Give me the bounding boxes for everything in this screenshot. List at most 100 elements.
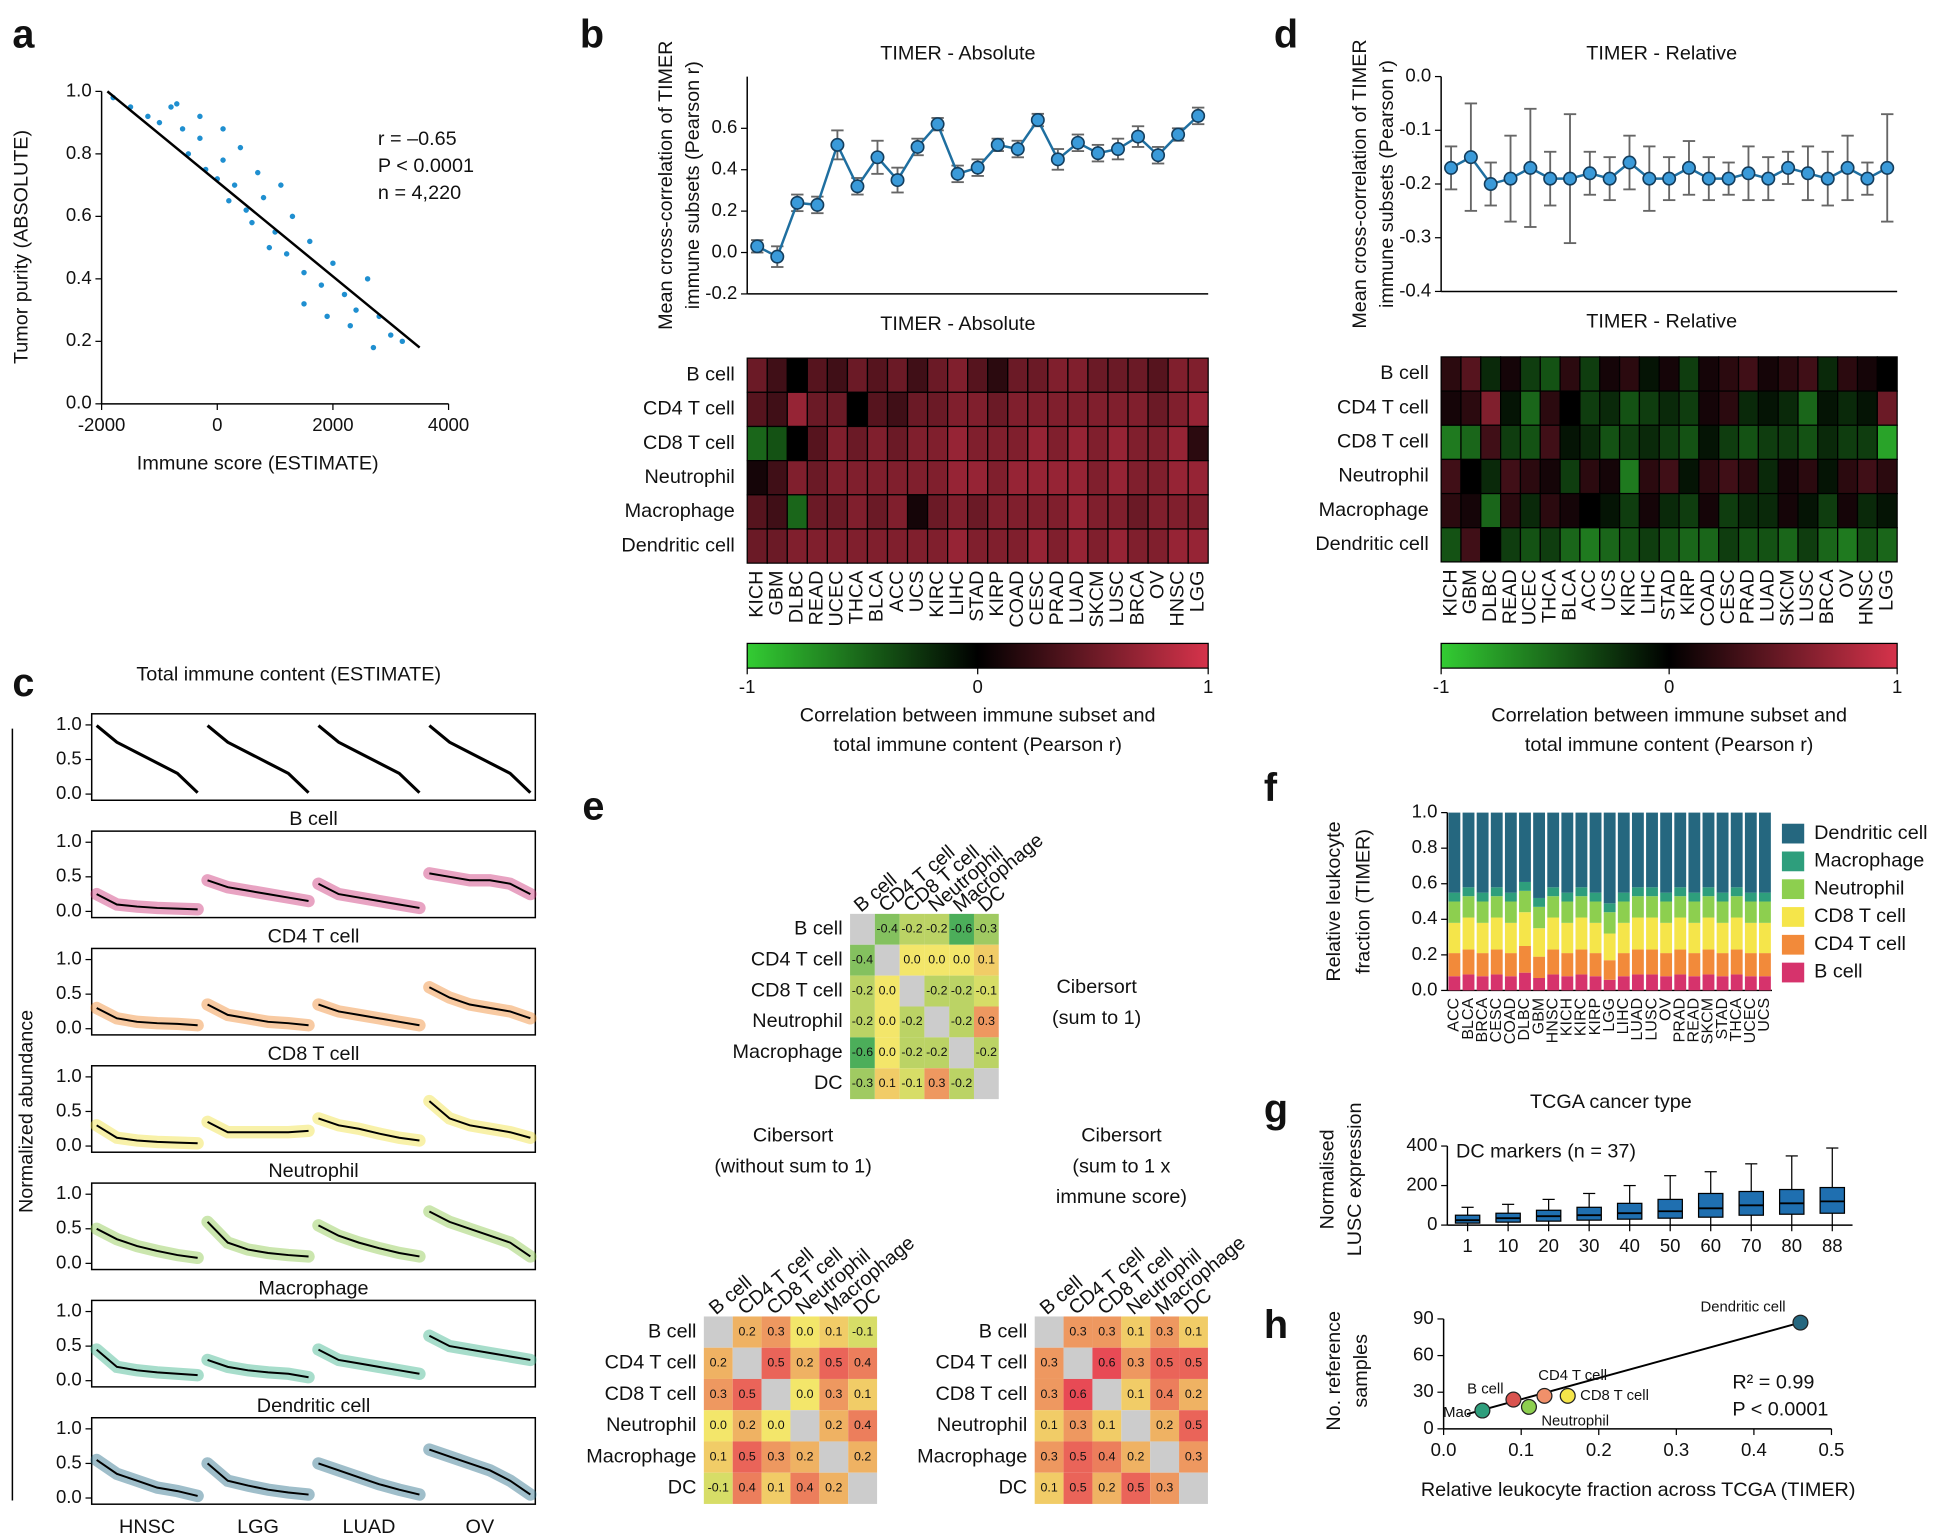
- matrix-title: Cibersort: [753, 1124, 834, 1146]
- point: [341, 291, 348, 298]
- cell: [1837, 390, 1859, 426]
- bar-segment: [1589, 922, 1602, 954]
- cell: [1757, 356, 1779, 392]
- cell: [1087, 460, 1109, 496]
- bar-segment: [1617, 901, 1630, 923]
- cell: [826, 494, 849, 530]
- cell: [949, 1006, 974, 1038]
- cell: [850, 1068, 875, 1100]
- cell-label: -0.1: [852, 1324, 873, 1338]
- row-label: CD8 T cell: [751, 979, 843, 1001]
- cell: [1618, 390, 1641, 426]
- y-tick-label: 0.2: [66, 329, 92, 350]
- marker: [890, 173, 905, 188]
- cell: [866, 391, 889, 428]
- cell: [1460, 424, 1482, 461]
- marker: [930, 117, 945, 132]
- cell-label: -0.2: [852, 983, 873, 997]
- y-tick-label: -0.3: [1399, 226, 1431, 247]
- trend-line: [207, 1120, 309, 1134]
- colorbar-tick-label: -1: [739, 676, 756, 697]
- cell: [766, 528, 788, 564]
- cell: [806, 494, 829, 530]
- trend-line: [428, 724, 532, 794]
- cell: [1856, 527, 1878, 563]
- box: [1616, 1202, 1643, 1220]
- cell-label: 0.3: [978, 1014, 995, 1028]
- cell-label: 0.0: [767, 1418, 784, 1432]
- cell: [1034, 1472, 1064, 1504]
- box: [1738, 1190, 1765, 1216]
- bar-segment: [1533, 956, 1546, 978]
- point: [1505, 1391, 1522, 1408]
- cell: [1150, 1378, 1180, 1411]
- y-tick-label: 0.6: [711, 116, 737, 137]
- x-tick-label: PRAD: [1670, 998, 1688, 1043]
- cell: [761, 1316, 791, 1348]
- cell: [826, 460, 849, 496]
- cell: [973, 1037, 999, 1069]
- cell: [1067, 528, 1089, 564]
- cell: [967, 357, 989, 393]
- bar-segment: [1730, 896, 1743, 918]
- y-tick-label: 0.6: [1412, 872, 1438, 893]
- cell: [1579, 424, 1601, 461]
- cell: [1737, 356, 1759, 392]
- bar-segment: [1476, 922, 1489, 954]
- point: [278, 182, 284, 188]
- matrix-title: (sum to 1 x: [1072, 1155, 1170, 1177]
- colorbar-tick-label: 1: [1892, 676, 1902, 697]
- bar-segment: [1674, 887, 1687, 897]
- bar-segment: [1617, 892, 1630, 902]
- point: [318, 282, 325, 288]
- trend-line: [318, 1462, 420, 1496]
- row-label: CD4 T cell: [605, 1352, 697, 1374]
- marker: [1070, 135, 1085, 150]
- trend-line: [317, 724, 421, 794]
- bar-segment: [1716, 901, 1729, 923]
- cell: [926, 357, 949, 393]
- column-label: BLCA: [866, 570, 888, 622]
- cell: [1027, 425, 1049, 462]
- cell: [926, 425, 949, 462]
- trend-line: [318, 1224, 420, 1258]
- column-label: HNSC: [1856, 569, 1878, 625]
- cell: [766, 357, 788, 393]
- row-label: CD8 T cell: [643, 432, 735, 454]
- cell-label: 0.0: [928, 952, 945, 966]
- x-tick-label: LUAD: [343, 1516, 396, 1538]
- bar-segment: [1448, 901, 1461, 923]
- cell: [1737, 492, 1759, 529]
- diagonal-cell: [761, 1378, 791, 1411]
- bar-segment: [1674, 896, 1687, 918]
- bar-segment: [1660, 976, 1673, 991]
- cell: [732, 1441, 762, 1473]
- cell: [732, 1410, 762, 1442]
- cell: [1599, 390, 1621, 426]
- x-tick-label: CESC: [1487, 998, 1505, 1043]
- x-tick-label: KIRP: [1586, 998, 1604, 1035]
- cell: [947, 391, 969, 428]
- x-tick-label: LIHC: [1614, 998, 1632, 1035]
- bar-segment: [1702, 896, 1715, 918]
- cell: [866, 528, 889, 564]
- panel-letter: h: [1264, 1303, 1288, 1347]
- diagonal-cell: [1179, 1472, 1208, 1504]
- y-tick-label: 1.0: [56, 830, 82, 851]
- cell: [1737, 424, 1759, 461]
- panel-title: B cell: [289, 808, 337, 830]
- cell-label: 0.3: [825, 1387, 842, 1401]
- cell: [850, 944, 875, 976]
- cell-label: 0.1: [978, 952, 995, 966]
- bar-segment: [1519, 890, 1531, 913]
- cell: [1698, 390, 1720, 426]
- bar-segment: [1702, 812, 1715, 888]
- cell: [1718, 492, 1740, 529]
- cell: [819, 1316, 849, 1348]
- marker: [850, 179, 865, 194]
- marker: [770, 249, 785, 264]
- trend-line: [428, 1100, 531, 1139]
- cell: [1127, 494, 1149, 530]
- cell: [1047, 460, 1069, 496]
